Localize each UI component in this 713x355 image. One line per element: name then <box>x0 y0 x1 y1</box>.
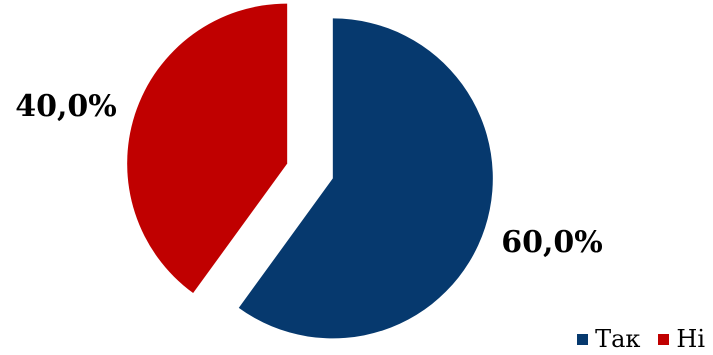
legend-label-ni: Ні <box>676 325 705 353</box>
chart-legend: Так Ні <box>559 325 705 353</box>
data-label-tak: 60,0% <box>501 225 603 260</box>
pie-slices <box>127 3 493 339</box>
pie-slice-tak <box>238 18 493 339</box>
legend-label-tak: Так <box>595 325 641 353</box>
legend-item-ni: Ні <box>658 325 705 353</box>
data-label-ni: 40,0% <box>15 89 117 124</box>
pie-slice-ni <box>127 3 288 294</box>
legend-swatch-tak <box>577 333 589 345</box>
legend-swatch-ni <box>658 333 670 345</box>
legend-item-tak: Так <box>577 325 640 353</box>
